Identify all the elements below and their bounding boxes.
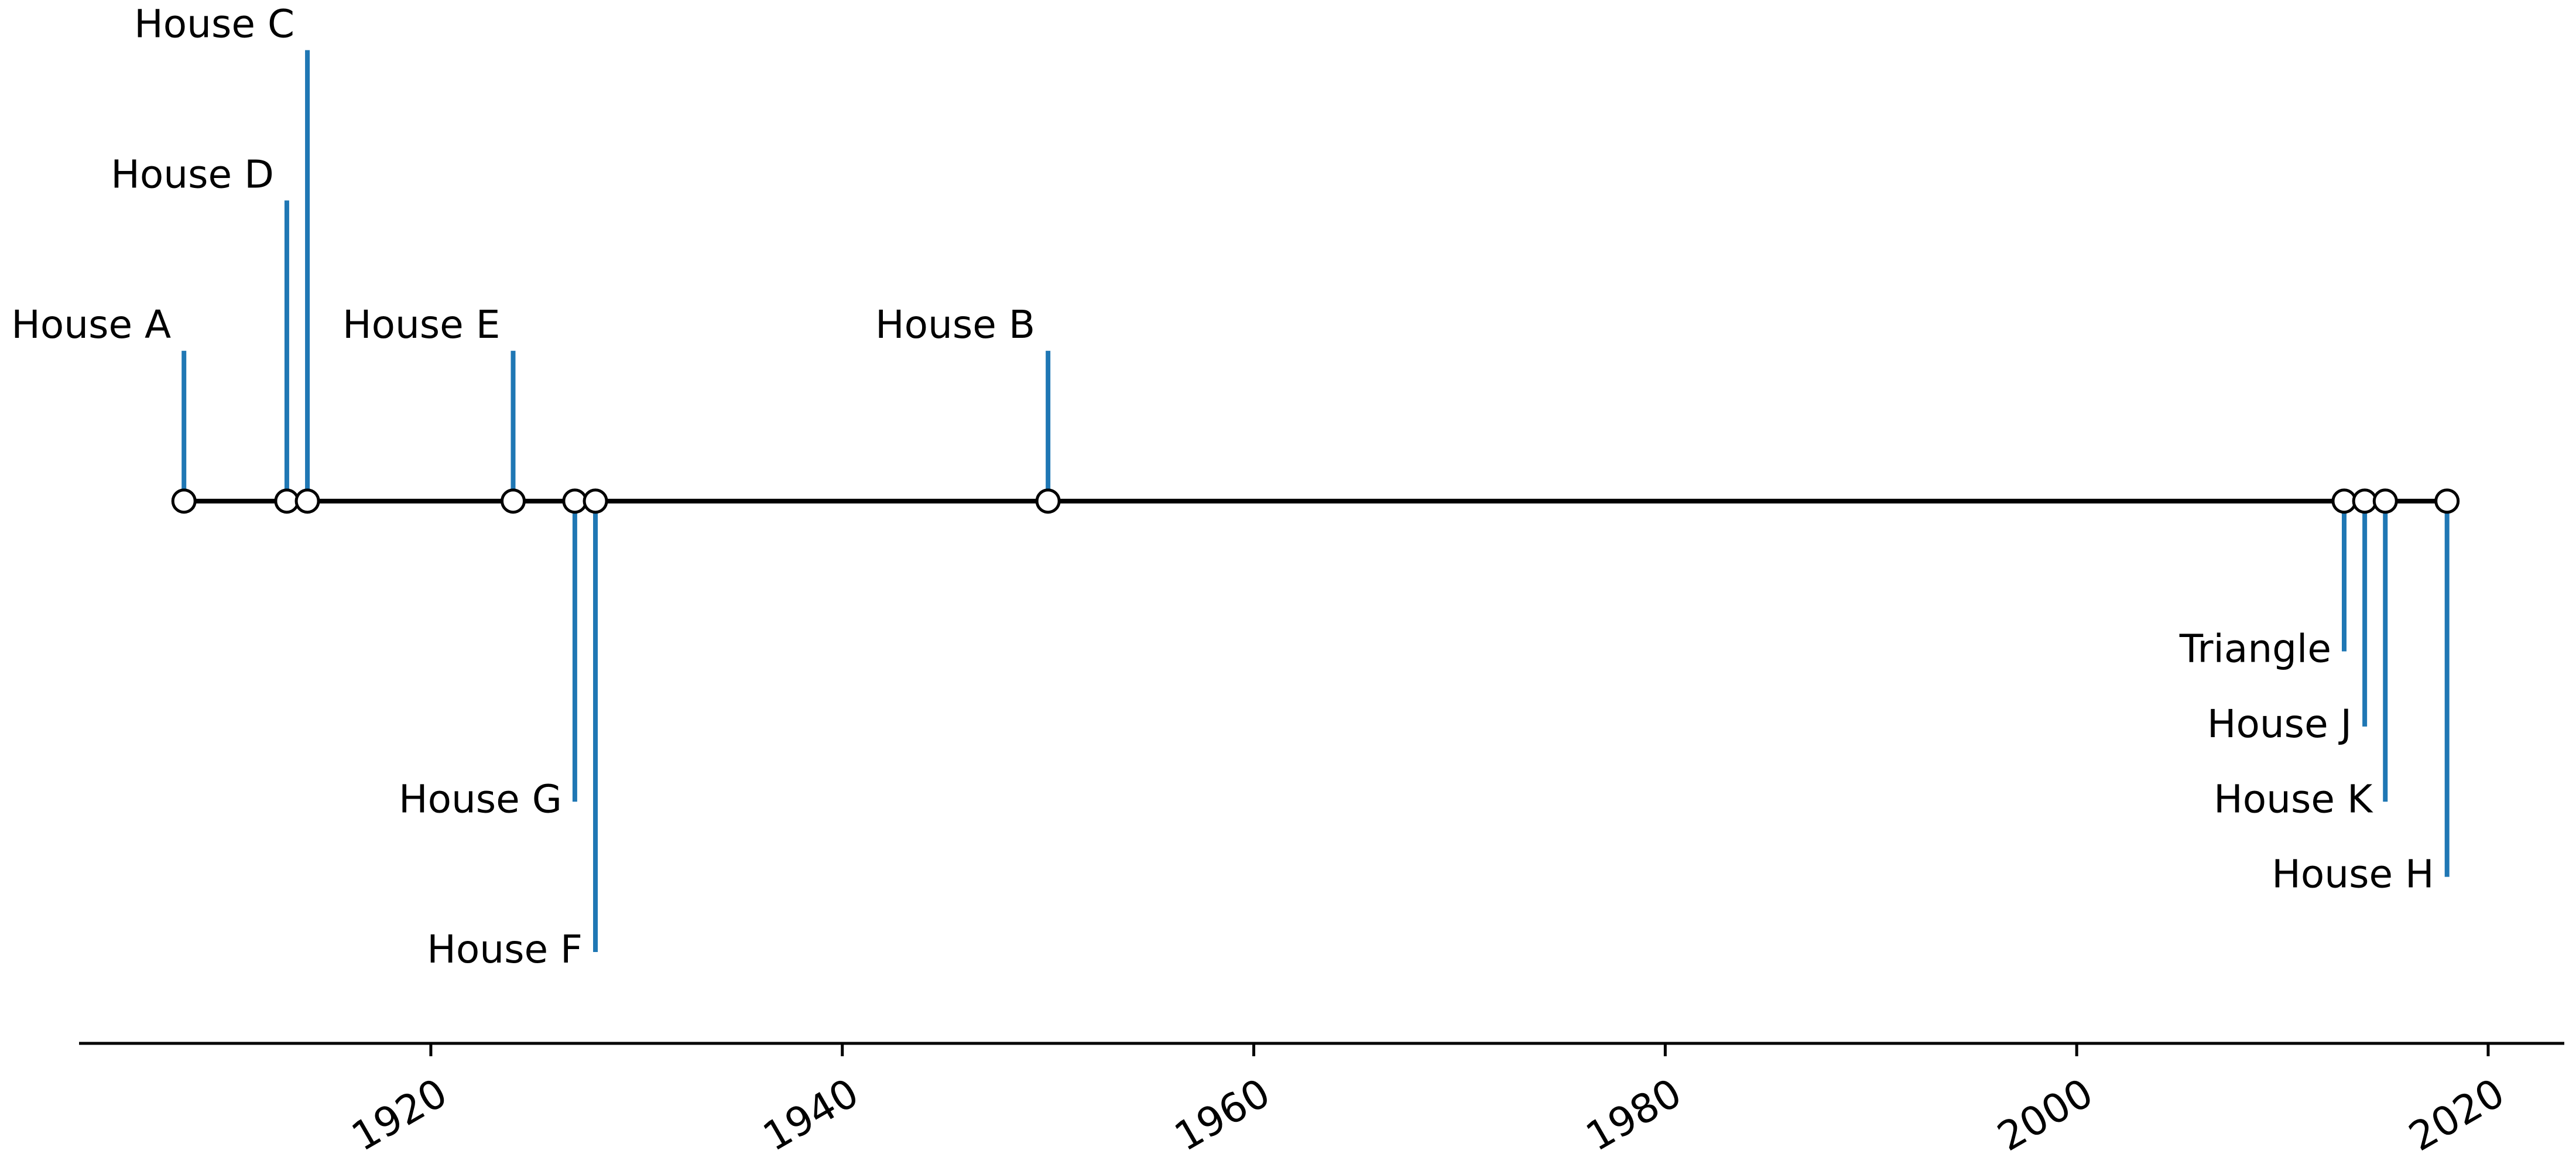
- event-marker: [274, 488, 300, 514]
- event-marker: [2434, 488, 2460, 514]
- labels-layer: House A House D House C House E House G House…: [11, 2, 2434, 972]
- event-label: House A: [11, 302, 171, 347]
- event-label: House F: [427, 927, 583, 972]
- event-marker: [2331, 488, 2357, 514]
- event-label: House H: [2272, 852, 2434, 897]
- event-marker: [583, 488, 608, 514]
- event-label: House B: [875, 302, 1035, 347]
- x-tick-label: 2000: [1990, 1070, 2101, 1160]
- event-marker: [1035, 488, 1061, 514]
- event-marker: [294, 488, 320, 514]
- event-label: House D: [111, 152, 274, 197]
- event-label: House C: [134, 2, 294, 47]
- event-label: Triangle: [2179, 626, 2331, 672]
- event-marker: [562, 488, 588, 514]
- markers-layer: [171, 488, 2460, 514]
- event-label: House J: [2207, 701, 2352, 747]
- x-tick-label: 2020: [2402, 1070, 2512, 1160]
- event-marker: [2372, 488, 2398, 514]
- event-label: House K: [2214, 776, 2373, 821]
- x-tick-label: 1980: [1578, 1070, 1689, 1160]
- x-axis-ticks: 1920 1940 1960 1980 2000 2020: [344, 1043, 2512, 1160]
- x-tick-label: 1960: [1167, 1070, 1277, 1160]
- x-tick-label: 1920: [344, 1070, 455, 1160]
- x-tick-label: 1940: [756, 1070, 866, 1160]
- event-marker: [500, 488, 526, 514]
- stems-layer: [181, 50, 2450, 952]
- event-marker: [171, 488, 197, 514]
- event-marker: [2352, 488, 2378, 514]
- event-label: House G: [399, 776, 562, 821]
- event-label: House E: [342, 302, 501, 347]
